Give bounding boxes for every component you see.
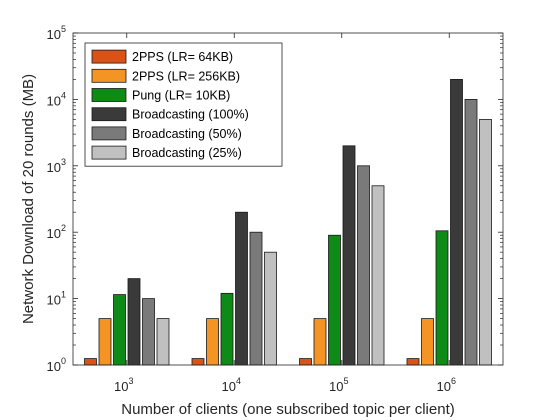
bar xyxy=(127,278,141,366)
bar xyxy=(249,231,263,366)
legend-label: Pung (LR= 10KB) xyxy=(132,89,230,103)
bar xyxy=(220,292,234,366)
bar xyxy=(264,251,277,366)
legend: 2PPS (LR= 64KB) 2PPS (LR= 256KB) Pung (LR=… xyxy=(84,42,283,167)
bar xyxy=(357,165,370,366)
bar xyxy=(235,211,248,366)
y-tick-label: 103 xyxy=(47,157,66,175)
legend-swatch xyxy=(91,145,127,160)
bar xyxy=(371,185,385,366)
bar xyxy=(328,234,341,366)
bars-group xyxy=(84,79,492,366)
plot-frame xyxy=(72,32,504,366)
bar xyxy=(421,318,434,366)
y-tick-label: 102 xyxy=(47,223,66,241)
bar xyxy=(191,358,205,366)
y-tick-label: 105 xyxy=(47,24,66,42)
legend-label: 2PPS (LR= 256KB) xyxy=(132,69,240,83)
y-axis-label: Network Download of 20 rounds (MB) xyxy=(20,74,37,324)
bar xyxy=(113,294,126,366)
legend-label: 2PPS (LR= 64KB) xyxy=(132,50,233,64)
bar xyxy=(342,145,356,366)
x-axis: 103 104 105 106 xyxy=(114,33,456,394)
legend-label: Broadcasting (25%) xyxy=(132,146,242,160)
legend-label: Broadcasting (50%) xyxy=(132,127,242,141)
legend-swatch xyxy=(91,88,127,102)
x-axis-label: Number of clients (one subscribed topic … xyxy=(121,401,455,418)
bar xyxy=(156,318,170,366)
legend-box xyxy=(84,42,283,167)
bar xyxy=(479,118,492,366)
bar xyxy=(450,79,463,366)
bar xyxy=(435,230,449,366)
bar xyxy=(313,318,327,366)
legend-swatch xyxy=(91,49,127,64)
legend-swatch xyxy=(91,107,127,122)
bar xyxy=(299,358,312,366)
y-tick-label: 100 xyxy=(47,356,66,374)
x-tick-label: 104 xyxy=(222,376,241,394)
bar xyxy=(464,99,478,366)
bar xyxy=(98,318,112,366)
legend-label: Broadcasting (100%) xyxy=(132,108,249,122)
y-axis: 100 101 102 103 104 105 xyxy=(47,24,503,374)
bar xyxy=(84,358,97,366)
legend-swatch xyxy=(91,68,127,83)
y-tick-label: 101 xyxy=(47,290,66,308)
y-tick-label: 104 xyxy=(47,90,66,108)
x-tick-label: 103 xyxy=(114,376,133,394)
bar xyxy=(406,358,420,366)
bar xyxy=(206,318,219,366)
bar xyxy=(142,298,155,366)
x-tick-label: 106 xyxy=(437,376,456,394)
x-tick-label: 105 xyxy=(329,376,348,394)
legend-swatch xyxy=(91,126,127,141)
